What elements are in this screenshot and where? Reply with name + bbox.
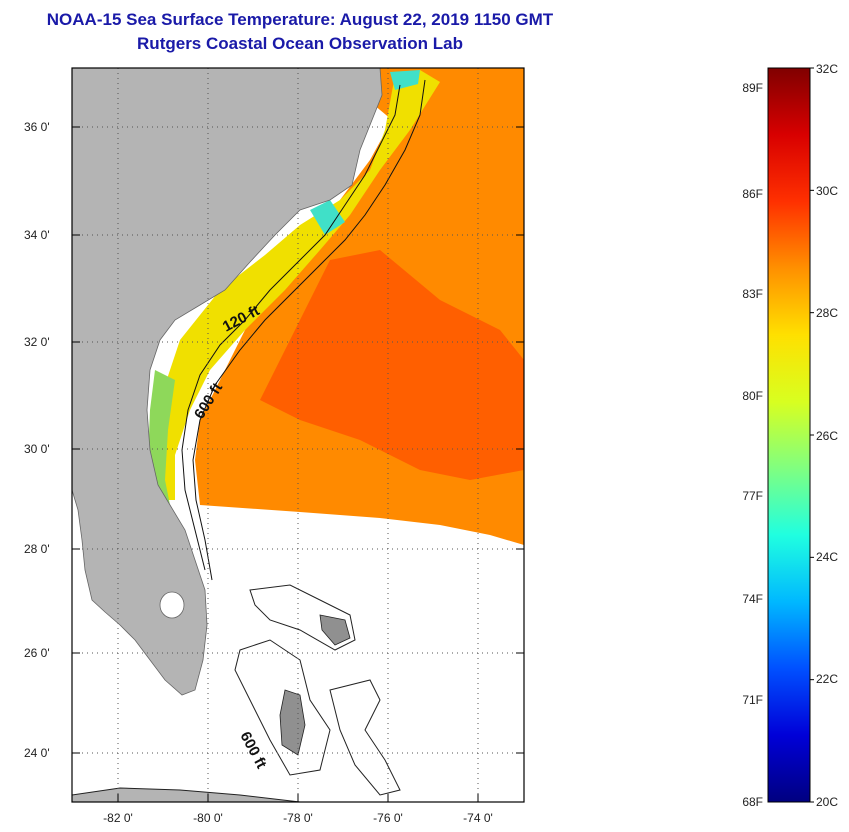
lat-label-30: 30 0'	[24, 442, 50, 456]
colorbar-c-32: 32C	[816, 62, 838, 76]
colorbar-f-86: 86F	[742, 187, 763, 201]
contour-120ft	[181, 84, 401, 571]
frame-ticks	[72, 126, 524, 802]
lat-label-24: 24 0'	[24, 746, 50, 760]
lake-okeechobee	[159, 591, 185, 619]
colorbar-f-77: 77F	[742, 489, 763, 503]
colorbar-f-68: 68F	[742, 795, 763, 809]
colorbar-f-89: 89F	[742, 81, 763, 95]
lat-label-26: 26 0'	[24, 646, 50, 660]
colorbar-f-80: 80F	[742, 389, 763, 403]
cuba-coast	[72, 787, 301, 802]
colorbar-f-74: 74F	[742, 592, 763, 606]
lon-label-76: -76 0'	[373, 811, 403, 825]
bahamas-island-andros	[279, 689, 306, 756]
contour-600ft	[192, 79, 426, 581]
colorbar-c-30: 30C	[816, 184, 838, 198]
graticule	[72, 68, 524, 802]
sst-cape-cool	[310, 70, 420, 235]
sst-shelf-waters	[150, 70, 440, 500]
lat-label-34: 34 0'	[24, 228, 50, 242]
colorbar-c-20: 20C	[816, 795, 838, 809]
land-southeast-us	[72, 68, 383, 696]
colorbar-f-71: 71F	[742, 693, 763, 707]
colorbar	[767, 67, 811, 803]
lon-label-74: -74 0'	[463, 811, 493, 825]
colorbar-f-83: 83F	[742, 287, 763, 301]
lat-label-32: 32 0'	[24, 335, 50, 349]
lat-label-36: 36 0'	[24, 120, 50, 134]
colorbar-c-26: 26C	[816, 429, 838, 443]
colorbar-c-24: 24C	[816, 550, 838, 564]
colorbar-ticks	[810, 67, 814, 803]
lon-label-78: -78 0'	[283, 811, 313, 825]
bahamas-bank-east	[329, 679, 401, 796]
bahamas-island-grand	[319, 614, 351, 646]
sst-warm-core	[260, 250, 524, 480]
lat-label-28: 28 0'	[24, 542, 50, 556]
page-subtitle: Rutgers Coastal Ocean Observation Lab	[137, 34, 463, 53]
colorbar-c-22: 22C	[816, 672, 838, 686]
page-title: NOAA-15 Sea Surface Temperature: August …	[46, 10, 554, 29]
colorbar-c-28: 28C	[816, 306, 838, 320]
map-content	[72, 68, 524, 802]
lon-label-82: -82 0'	[103, 811, 133, 825]
lon-label-80: -80 0'	[193, 811, 223, 825]
